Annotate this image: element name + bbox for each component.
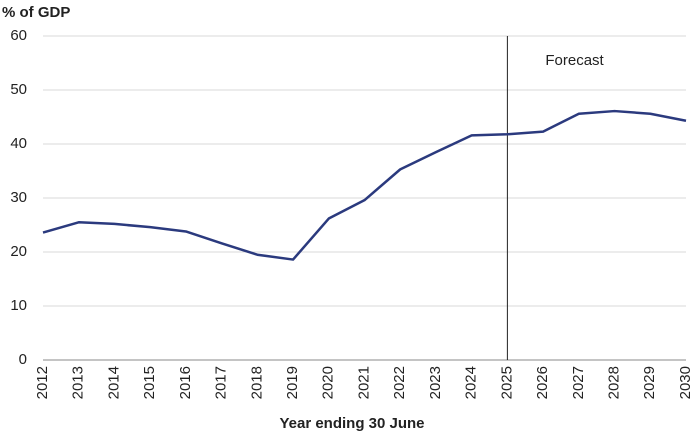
x-tick-label: 2025 bbox=[498, 366, 515, 399]
x-tick-label: 2016 bbox=[177, 366, 194, 399]
x-tick-label: 2022 bbox=[391, 366, 408, 399]
x-tick-label: 2028 bbox=[606, 366, 623, 399]
x-tick-label: 2021 bbox=[355, 366, 372, 399]
x-tick-label: 2013 bbox=[70, 366, 87, 399]
y-axis-label: % of GDP bbox=[2, 4, 70, 21]
x-tick-label: 2027 bbox=[570, 366, 587, 399]
x-tick-label: 2012 bbox=[34, 366, 51, 399]
x-tick-label: 2018 bbox=[248, 366, 265, 399]
y-tick-label: 0 bbox=[19, 351, 27, 368]
x-tick-label: 2030 bbox=[677, 366, 690, 399]
x-axis-label: Year ending 30 June bbox=[279, 415, 424, 432]
x-tick-label: 2019 bbox=[284, 366, 301, 399]
y-tick-label: 10 bbox=[10, 297, 27, 314]
x-tick-label: 2014 bbox=[105, 366, 122, 399]
x-tick-label: 2024 bbox=[463, 366, 480, 399]
y-tick-label: 30 bbox=[10, 189, 27, 206]
line-series bbox=[42, 109, 687, 261]
y-tick-label: 50 bbox=[10, 81, 27, 98]
x-tick-label: 2017 bbox=[213, 366, 230, 399]
x-tick-label: 2029 bbox=[641, 366, 658, 399]
x-tick-label: 2026 bbox=[534, 366, 551, 399]
x-tick-label: 2023 bbox=[427, 366, 444, 399]
annotation: Forecast bbox=[545, 52, 604, 69]
y-tick-label: 40 bbox=[10, 135, 27, 152]
x-tick-label: 2020 bbox=[320, 366, 337, 399]
y-tick-label: 20 bbox=[10, 243, 27, 260]
x-tick-label: 2015 bbox=[141, 366, 158, 399]
y-tick-label: 60 bbox=[10, 27, 27, 44]
